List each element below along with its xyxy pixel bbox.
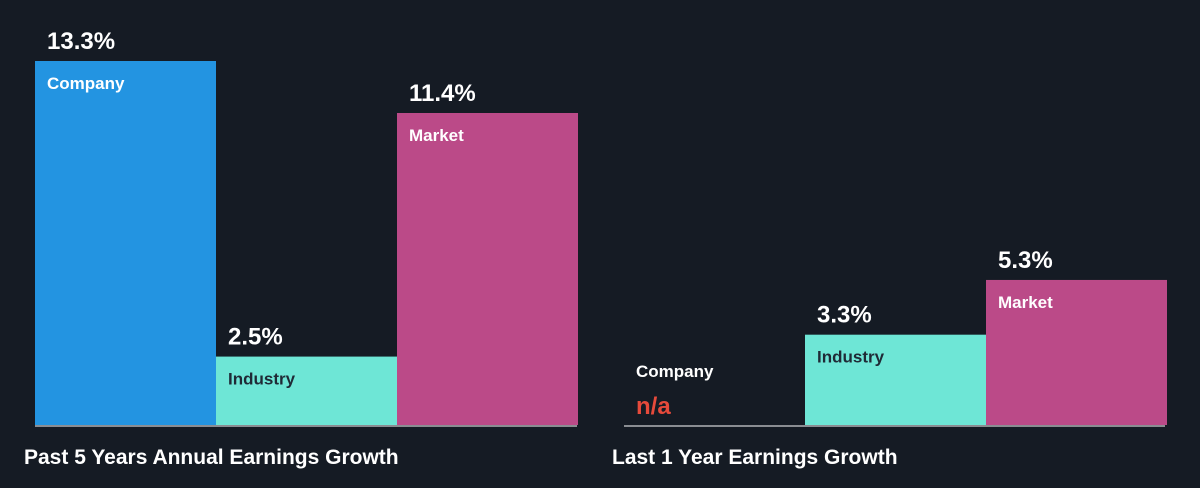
last-1-year-chart: Company n/a 3.3% Industry 5.3% Market Last 1 Y… xyxy=(612,247,1167,469)
category-label-company: Company xyxy=(47,74,125,93)
bar-company xyxy=(35,61,216,425)
category-label-market: Market xyxy=(409,126,464,145)
category-label-company: Company xyxy=(636,362,714,381)
bar-industry xyxy=(805,334,986,425)
category-label-industry: Industry xyxy=(228,370,296,389)
value-label-industry: 2.5% xyxy=(228,324,283,351)
value-label-market: 5.3% xyxy=(998,247,1053,274)
value-label-company: 13.3% xyxy=(47,28,115,55)
past-5-years-chart: 13.3% Company 2.5% Industry 11.4% Market Past … xyxy=(24,28,578,469)
category-label-market: Market xyxy=(998,293,1053,312)
value-label-market: 11.4% xyxy=(409,80,476,107)
bar-market xyxy=(397,113,578,425)
chart-title: Past 5 Years Annual Earnings Growth xyxy=(24,446,399,469)
value-label-company: n/a xyxy=(636,393,671,420)
category-label-industry: Industry xyxy=(817,348,885,367)
chart-title: Last 1 Year Earnings Growth xyxy=(612,446,898,469)
bar-industry xyxy=(216,356,397,425)
value-label-industry: 3.3% xyxy=(817,302,872,329)
bar-market xyxy=(986,279,1167,425)
